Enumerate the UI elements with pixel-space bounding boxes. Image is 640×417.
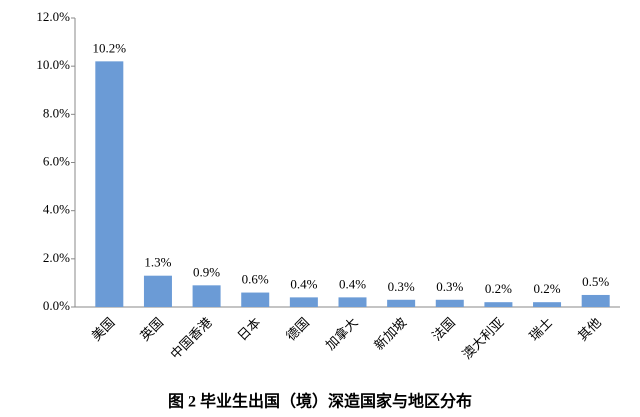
- value-label: 0.2%: [485, 281, 512, 296]
- y-tick-label: 0.0%: [43, 298, 70, 313]
- bar: [241, 292, 270, 307]
- value-label: 0.6%: [242, 272, 269, 287]
- x-tick-label: 澳大利亚: [459, 315, 506, 362]
- y-tick-label: 2.0%: [43, 250, 70, 265]
- x-tick-label: 法国: [429, 315, 458, 344]
- y-tick-label: 12.0%: [36, 9, 70, 24]
- value-label: 10.2%: [93, 40, 127, 55]
- x-tick-label: 新加坡: [371, 315, 409, 353]
- value-label: 0.2%: [533, 281, 560, 296]
- bar: [581, 294, 610, 307]
- value-label: 0.5%: [582, 274, 609, 289]
- value-label: 0.3%: [436, 279, 463, 294]
- y-tick-label: 10.0%: [36, 57, 70, 72]
- value-label: 0.3%: [388, 279, 415, 294]
- y-tick-label: 8.0%: [43, 105, 70, 120]
- bar: [484, 302, 513, 307]
- y-tick-label: 6.0%: [43, 153, 70, 168]
- bar: [192, 285, 221, 307]
- bar: [95, 61, 124, 307]
- value-label: 0.4%: [339, 276, 366, 291]
- x-tick-label: 加拿大: [323, 315, 361, 353]
- x-tick-label: 日本: [234, 315, 263, 344]
- x-tick-label: 德国: [283, 315, 312, 344]
- x-tick-label: 其他: [575, 315, 604, 344]
- x-tick-label: 美国: [89, 315, 118, 344]
- value-label: 1.3%: [144, 255, 171, 270]
- x-tick-label: 中国香港: [167, 315, 214, 362]
- x-tick-label: 瑞士: [526, 315, 555, 344]
- bar: [435, 299, 464, 307]
- chart-title: 图 2 毕业生出国（境）深造国家与地区分布: [168, 392, 472, 411]
- bar: [387, 299, 416, 307]
- y-tick-label: 4.0%: [43, 202, 70, 217]
- bar: [533, 302, 562, 307]
- bar: [289, 297, 318, 307]
- bar: [338, 297, 367, 307]
- x-tick-label: 英国: [137, 315, 166, 344]
- value-label: 0.4%: [290, 276, 317, 291]
- value-label: 0.9%: [193, 264, 220, 279]
- bar: [143, 275, 172, 307]
